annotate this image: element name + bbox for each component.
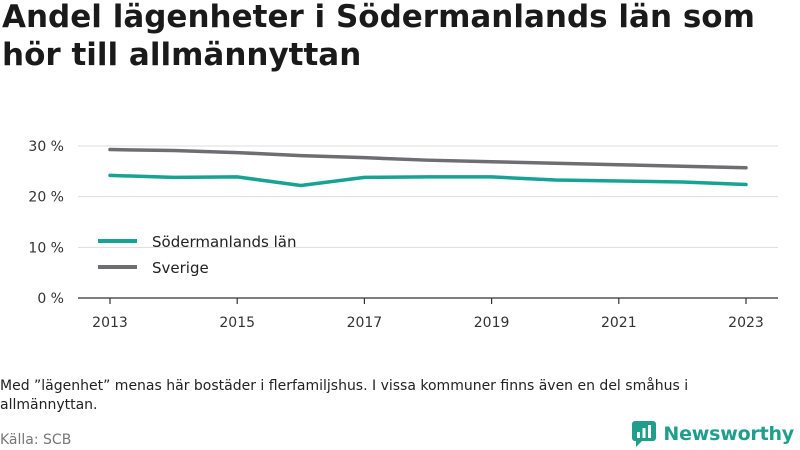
newsworthy-logo: Newsworthy [632, 421, 794, 447]
footnote: Med ”lägenhet” menas här bostäder i fler… [0, 378, 689, 413]
series-line-1 [108, 147, 748, 170]
legend: Södermanlands län Sverige [98, 233, 297, 277]
x-tick-label: 2017 [347, 315, 383, 331]
legend-label: Sverige [152, 259, 209, 277]
brand-name: Newsworthy [663, 423, 794, 445]
series-line-0 [108, 173, 748, 188]
y-tick-label: 20 % [28, 190, 64, 206]
series-lines [108, 147, 748, 188]
legend-label: Södermanlands län [152, 233, 297, 251]
x-tick-label: 2021 [601, 315, 637, 331]
x-axis: 2013 2015 2017 2019 2021 2023 [78, 297, 778, 331]
gridlines [78, 145, 778, 248]
x-tick-label: 2015 [219, 315, 255, 331]
y-axis-ticks: 0 % 10 % 20 % 30 % [28, 139, 64, 307]
y-tick-label: 10 % [28, 240, 64, 256]
line-chart: 0 % 10 % 20 % 30 % 2013 2015 2017 2019 2021 2023… [28, 139, 778, 331]
y-tick-label: 30 % [28, 139, 64, 155]
chart-title: Andel lägenheter i Södermanlands län som… [2, 0, 755, 73]
x-tick-label: 2013 [92, 315, 128, 331]
source-label: Källa: SCB [0, 432, 72, 448]
bar-chart-icon [632, 421, 657, 447]
y-tick-label: 0 % [37, 291, 64, 307]
x-tick-label: 2019 [474, 315, 510, 331]
x-tick-label: 2023 [728, 315, 764, 331]
